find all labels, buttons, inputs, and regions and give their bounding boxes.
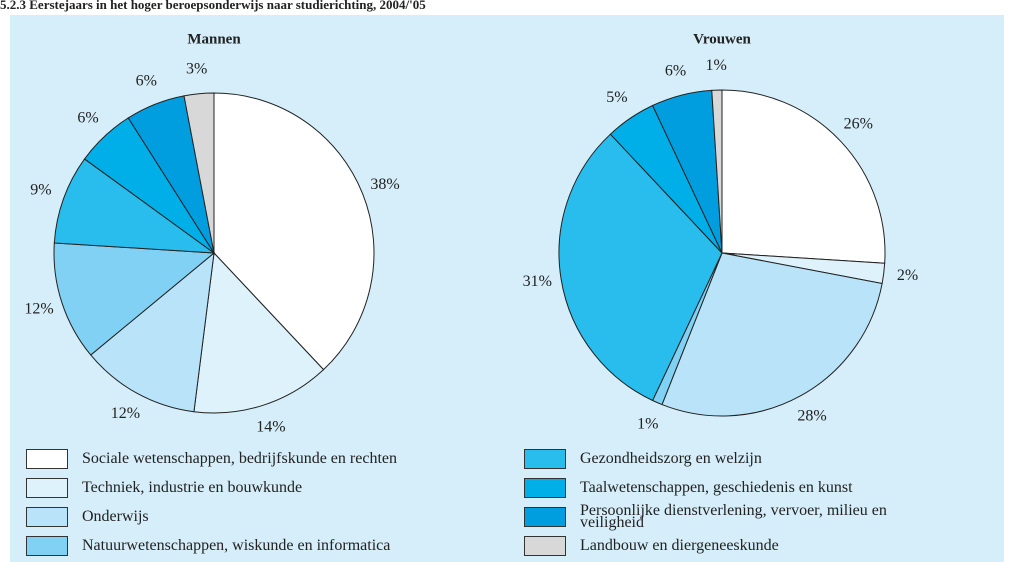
legend-swatch [524,449,566,469]
pie-title: Mannen [187,31,241,47]
slice-label: 14% [256,419,285,436]
slice-label: 1% [705,57,726,74]
legend-item: Natuurwetenschappen, wiskunde en informa… [26,535,390,557]
pie-slice [193,251,325,414]
legend-item: Techniek, industrie en bouwkunde [26,477,302,499]
legend-swatch [26,478,68,498]
legend-swatch [26,449,68,469]
legend-label: Techniek, industrie en bouwkunde [82,479,303,496]
legend-item: Gezondheidszorg en welzijn [524,448,925,470]
legend-swatch [26,536,68,556]
slice-label: 2% [897,267,918,284]
slice-label: 12% [111,405,140,422]
legend-label: Natuurwetenschappen, wiskunde en informa… [82,537,391,554]
slice-label: 9% [30,181,51,198]
legend-label: Persoonlijke dienstverlening, vervoer, m… [580,502,887,531]
slice-label: 6% [665,63,686,80]
slice-label: 26% [844,116,873,133]
slice-label: 3% [186,60,207,77]
legend-item: Onderwijs [26,506,149,528]
legend-item: Landbouw en diergeneeskunde [524,535,925,557]
pie-slice [213,92,375,371]
slice-label: 5% [606,89,627,106]
legend-label: Sociale wetenschappen, bedrijfskunde en … [82,450,397,467]
legend-label: Gezondheidszorg en welzijn [580,450,762,467]
slice-label: 1% [637,415,658,432]
legend-label: Taalwetenschappen, geschiedenis en kunst [580,479,853,496]
slice-label: 38% [370,176,399,193]
legend-swatch [524,536,566,556]
legend-item: Persoonlijke dienstverlening, vervoer, m… [524,502,925,531]
legend-swatch [524,507,566,527]
pie-slice [53,158,216,254]
slice-label: 28% [797,408,826,425]
legend-label: Onderwijs [82,508,149,525]
legend-swatch [26,507,68,527]
slice-label: 6% [77,110,98,127]
pie-title: Vrouwen [693,31,751,47]
pie-slice [53,242,216,356]
pie-slice [183,92,215,254]
figure-title: 5.2.3 Eerstejaars in het hoger beroepson… [0,0,426,12]
legend-label: Landbouw en diergeneeskunde [580,537,779,554]
slice-label: 12% [24,301,53,318]
pie-slice [711,89,723,254]
legend-swatch [524,478,566,498]
slice-label: 31% [523,273,552,290]
pie-slice [90,251,215,413]
pie-slice [721,89,886,264]
pie-slice [661,252,883,417]
slice-label: 6% [136,73,157,90]
legend-item: Sociale wetenschappen, bedrijfskunde en … [26,448,397,470]
legend-item: Taalwetenschappen, geschiedenis en kunst [524,477,925,499]
pie-slice [558,133,723,402]
